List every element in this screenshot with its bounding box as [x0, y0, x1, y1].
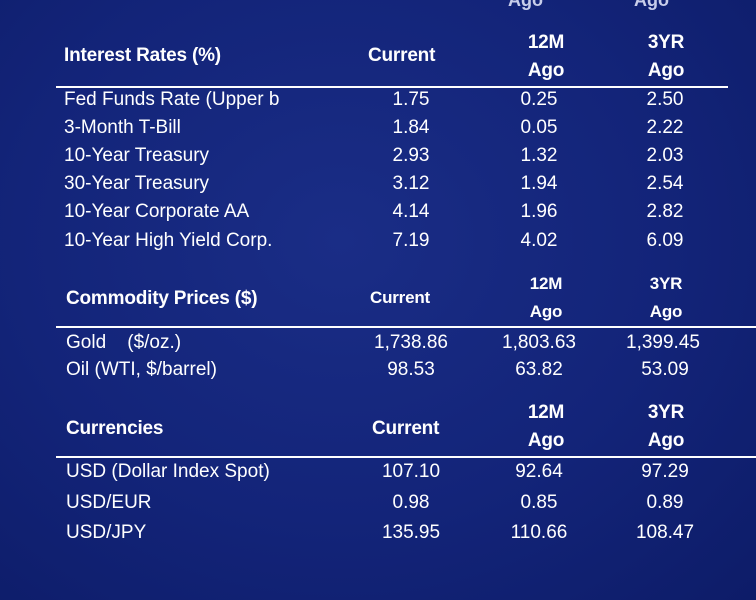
3yr-ago-value: 97.29 [641, 461, 689, 482]
12m-ago-value: 1.96 [520, 201, 558, 222]
12m-ago-value: 1.94 [520, 173, 558, 194]
table-row: Fed Funds Rate (Upper b 1.75 0.25 2.50 [0, 89, 756, 117]
table-row: USD/JPY 135.95 110.66 108.47 [0, 522, 756, 550]
12m-ago-value: 0.85 [520, 492, 558, 513]
3yr-ago-value: 1,399.45 [626, 332, 700, 353]
header-divider [56, 456, 756, 458]
3yr-ago-value: 2.82 [646, 201, 684, 222]
12m-ago-value: 63.82 [515, 359, 563, 380]
cutoff-header-right: Ago [634, 0, 669, 10]
cutoff-header-left: Ago [508, 0, 543, 10]
column-header-12m: 12M [529, 274, 563, 293]
3yr-ago-value: 53.09 [641, 359, 689, 380]
header-divider [56, 86, 728, 88]
table-row: 10-Year Treasury 2.93 1.32 2.03 [0, 145, 756, 173]
3yr-ago-value: 2.22 [646, 117, 684, 138]
3yr-ago-value: 108.47 [635, 522, 695, 543]
current-value: 1.84 [392, 117, 430, 138]
row-label: USD (Dollar Index Spot) [66, 461, 270, 482]
section-title: Interest Rates (%) [64, 45, 221, 66]
row-label: Fed Funds Rate (Upper b [64, 89, 280, 110]
12m-ago-value: 1.32 [520, 145, 558, 166]
table-row: Oil (WTI, $/barrel) 98.53 63.82 53.09 [0, 359, 756, 387]
row-label: Oil (WTI, $/barrel) [66, 359, 217, 380]
current-value: 98.53 [387, 359, 435, 380]
column-header-12m: 12M [527, 402, 565, 423]
12m-ago-value: 1,803.63 [502, 332, 576, 353]
row-label: Gold ($/oz.) [66, 332, 182, 353]
current-value: 1,738.86 [374, 332, 448, 353]
table-row: USD/EUR 0.98 0.85 0.89 [0, 492, 756, 520]
row-label: 10-Year Treasury [64, 145, 210, 166]
row-label: 3-Month T-Bill [64, 117, 181, 138]
column-header-3yr-ago: Ago [647, 430, 685, 451]
table-row: 30-Year Treasury 3.12 1.94 2.54 [0, 173, 756, 201]
table-row: USD (Dollar Index Spot) 107.10 92.64 97.… [0, 461, 756, 489]
3yr-ago-value: 2.54 [646, 173, 684, 194]
12m-ago-value: 0.05 [520, 117, 558, 138]
header-divider [56, 326, 756, 328]
column-header-3yr-ago: Ago [647, 60, 685, 81]
12m-ago-value: 4.02 [520, 230, 558, 251]
3yr-ago-value: 2.50 [646, 89, 684, 110]
column-header-3yr-ago: Ago [649, 302, 683, 321]
current-value: 107.10 [381, 461, 441, 482]
column-header-12m-ago: Ago [527, 430, 565, 451]
current-value: 135.95 [381, 522, 441, 543]
row-label: 30-Year Treasury [64, 173, 210, 194]
table-row: 10-Year High Yield Corp. 7.19 4.02 6.09 [0, 230, 756, 258]
row-label: 10-Year High Yield Corp. [64, 230, 273, 251]
current-value: 7.19 [392, 230, 430, 251]
column-header-12m-ago: Ago [527, 60, 565, 81]
current-value: 4.14 [392, 201, 430, 222]
section-title: Currencies [66, 418, 164, 439]
column-header-12m: 12M [527, 32, 565, 53]
column-header-current: Current [368, 45, 436, 66]
column-header-current: Current [370, 288, 430, 307]
column-header-3yr: 3YR [649, 274, 683, 293]
table-row: 3-Month T-Bill 1.84 0.05 2.22 [0, 117, 756, 145]
current-value: 2.93 [392, 145, 430, 166]
12m-ago-value: 110.66 [510, 522, 568, 543]
row-label: USD/EUR [66, 492, 152, 513]
column-header-3yr: 3YR [647, 32, 685, 53]
section-title: Commodity Prices ($) [66, 288, 258, 309]
column-header-current: Current [372, 418, 440, 439]
table-row: Gold ($/oz.) 1,738.86 1,803.63 1,399.45 [0, 332, 756, 360]
table-row: 10-Year Corporate AA 4.14 1.96 2.82 [0, 201, 756, 229]
current-value: 3.12 [392, 173, 430, 194]
3yr-ago-value: 6.09 [646, 230, 684, 251]
12m-ago-value: 0.25 [520, 89, 558, 110]
3yr-ago-value: 0.89 [646, 492, 684, 513]
12m-ago-value: 92.64 [515, 461, 563, 482]
current-value: 0.98 [392, 492, 430, 513]
row-label: USD/JPY [66, 522, 147, 543]
current-value: 1.75 [392, 89, 430, 110]
row-label: 10-Year Corporate AA [64, 201, 250, 222]
3yr-ago-value: 2.03 [646, 145, 684, 166]
column-header-3yr: 3YR [647, 402, 685, 423]
column-header-12m-ago: Ago [529, 302, 563, 321]
